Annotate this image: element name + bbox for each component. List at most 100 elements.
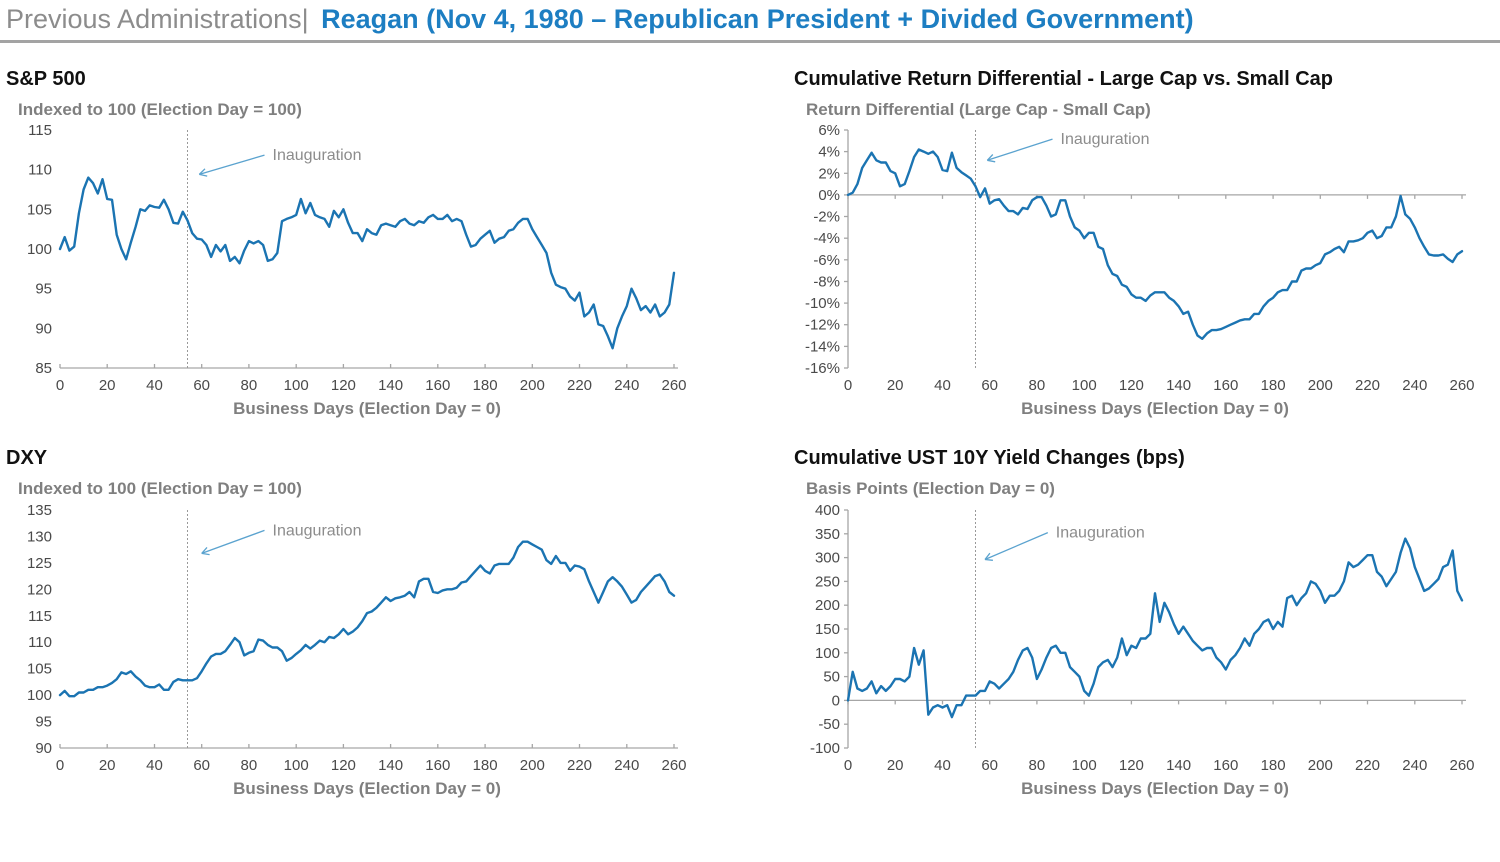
page-header: Previous Administrations| Reagan (Nov 4,…	[0, 0, 1500, 37]
chart-subtitle-dxy: Indexed to 100 (Election Day = 100)	[18, 479, 302, 499]
svg-text:160: 160	[1213, 757, 1238, 774]
svg-text:260: 260	[661, 757, 686, 774]
svg-text:200: 200	[1308, 757, 1333, 774]
svg-text:0: 0	[56, 757, 64, 774]
svg-text:2%: 2%	[818, 166, 840, 183]
svg-text:160: 160	[1213, 377, 1238, 394]
svg-text:-4%: -4%	[813, 231, 840, 248]
svg-text:Business Days (Election Day =: Business Days (Election Day = 0)	[233, 779, 501, 798]
svg-text:220: 220	[1355, 757, 1380, 774]
svg-text:100: 100	[284, 757, 309, 774]
svg-text:220: 220	[567, 757, 592, 774]
svg-text:110: 110	[28, 162, 52, 179]
svg-text:160: 160	[425, 757, 450, 774]
svg-text:40: 40	[934, 377, 951, 394]
svg-text:300: 300	[815, 549, 840, 566]
svg-text:40: 40	[146, 757, 163, 774]
svg-text:100: 100	[27, 687, 52, 704]
charts-grid: S&P 500 Indexed to 100 (Election Day = 1…	[0, 43, 1500, 802]
svg-text:60: 60	[981, 757, 998, 774]
svg-text:-8%: -8%	[813, 274, 840, 291]
svg-text:105: 105	[27, 202, 52, 219]
svg-text:115: 115	[28, 608, 52, 625]
svg-text:6%: 6%	[818, 122, 840, 139]
svg-text:100: 100	[815, 645, 840, 662]
svg-text:105: 105	[27, 660, 52, 677]
svg-text:40: 40	[146, 377, 163, 394]
inauguration-arrow	[984, 531, 1049, 560]
svg-text:95: 95	[35, 281, 52, 298]
svg-text:-6%: -6%	[813, 252, 840, 269]
svg-text:240: 240	[614, 757, 639, 774]
svg-text:120: 120	[331, 757, 356, 774]
svg-text:400: 400	[815, 502, 840, 519]
svg-text:80: 80	[241, 757, 258, 774]
svg-text:220: 220	[1355, 377, 1380, 394]
svg-text:-10%: -10%	[805, 295, 840, 312]
svg-text:200: 200	[520, 377, 545, 394]
svg-text:100: 100	[1072, 377, 1097, 394]
chart-title-ust-10y: Cumulative UST 10Y Yield Changes (bps)	[794, 447, 1185, 470]
svg-text:Business Days (Election Day =: Business Days (Election Day = 0)	[1021, 779, 1289, 798]
inauguration-label: Inauguration	[273, 522, 362, 539]
chart-sp500: S&P 500 Indexed to 100 (Election Day = 1…	[0, 43, 750, 422]
svg-text:140: 140	[378, 377, 403, 394]
svg-text:90: 90	[35, 740, 52, 757]
svg-text:4%: 4%	[818, 144, 840, 161]
header-prefix: Previous Administrations|	[6, 4, 309, 34]
svg-text:-12%: -12%	[805, 317, 840, 334]
svg-text:260: 260	[1449, 757, 1474, 774]
svg-text:120: 120	[1119, 377, 1144, 394]
chart-return-differential: Cumulative Return Differential - Large C…	[750, 43, 1500, 422]
svg-text:200: 200	[815, 597, 840, 614]
svg-text:120: 120	[1119, 757, 1144, 774]
svg-text:20: 20	[887, 377, 904, 394]
svg-text:140: 140	[1166, 377, 1191, 394]
chart-subtitle-ust-10y: Basis Points (Election Day = 0)	[806, 479, 1055, 499]
data-line	[58, 540, 676, 698]
svg-text:-16%: -16%	[805, 360, 840, 377]
svg-text:100: 100	[284, 377, 309, 394]
svg-text:200: 200	[1308, 377, 1333, 394]
svg-text:350: 350	[815, 526, 840, 543]
inauguration-label: Inauguration	[1056, 524, 1145, 541]
svg-text:20: 20	[887, 757, 904, 774]
svg-text:140: 140	[378, 757, 403, 774]
svg-text:80: 80	[1029, 377, 1046, 394]
inauguration-arrow	[199, 154, 265, 176]
svg-text:260: 260	[661, 377, 686, 394]
svg-text:240: 240	[614, 377, 639, 394]
svg-text:Business Days (Election Day =: Business Days (Election Day = 0)	[1021, 399, 1289, 418]
svg-text:90: 90	[35, 321, 52, 338]
svg-text:60: 60	[981, 377, 998, 394]
chart-title-sp500: S&P 500	[6, 68, 86, 90]
svg-text:0: 0	[844, 757, 852, 774]
svg-text:20: 20	[99, 757, 116, 774]
data-line	[58, 176, 676, 350]
svg-text:-100: -100	[810, 740, 840, 757]
svg-text:-2%: -2%	[813, 209, 840, 226]
svg-text:220: 220	[567, 377, 592, 394]
svg-text:50: 50	[823, 668, 840, 685]
data-line	[846, 537, 1464, 719]
svg-text:20: 20	[99, 377, 116, 394]
chart-subtitle-return-differential: Return Differential (Large Cap - Small C…	[806, 100, 1151, 119]
svg-text:0: 0	[844, 377, 852, 394]
svg-text:240: 240	[1402, 377, 1427, 394]
svg-text:40: 40	[934, 757, 951, 774]
chart-ust-10y: Cumulative UST 10Y Yield Changes (bps) B…	[750, 422, 1500, 801]
svg-text:160: 160	[425, 377, 450, 394]
svg-text:240: 240	[1402, 757, 1427, 774]
chart-title-return-differential: Cumulative Return Differential - Large C…	[794, 68, 1334, 90]
svg-text:130: 130	[27, 528, 52, 545]
svg-text:120: 120	[331, 377, 356, 394]
svg-text:200: 200	[520, 757, 545, 774]
chart-subtitle-sp500: Indexed to 100 (Election Day = 100)	[18, 100, 302, 119]
header-title: Reagan (Nov 4, 1980 – Republican Preside…	[321, 4, 1194, 34]
svg-text:0%: 0%	[818, 187, 840, 204]
svg-text:60: 60	[193, 377, 210, 394]
svg-text:110: 110	[28, 634, 52, 651]
svg-text:140: 140	[1166, 757, 1191, 774]
svg-text:80: 80	[1029, 757, 1046, 774]
